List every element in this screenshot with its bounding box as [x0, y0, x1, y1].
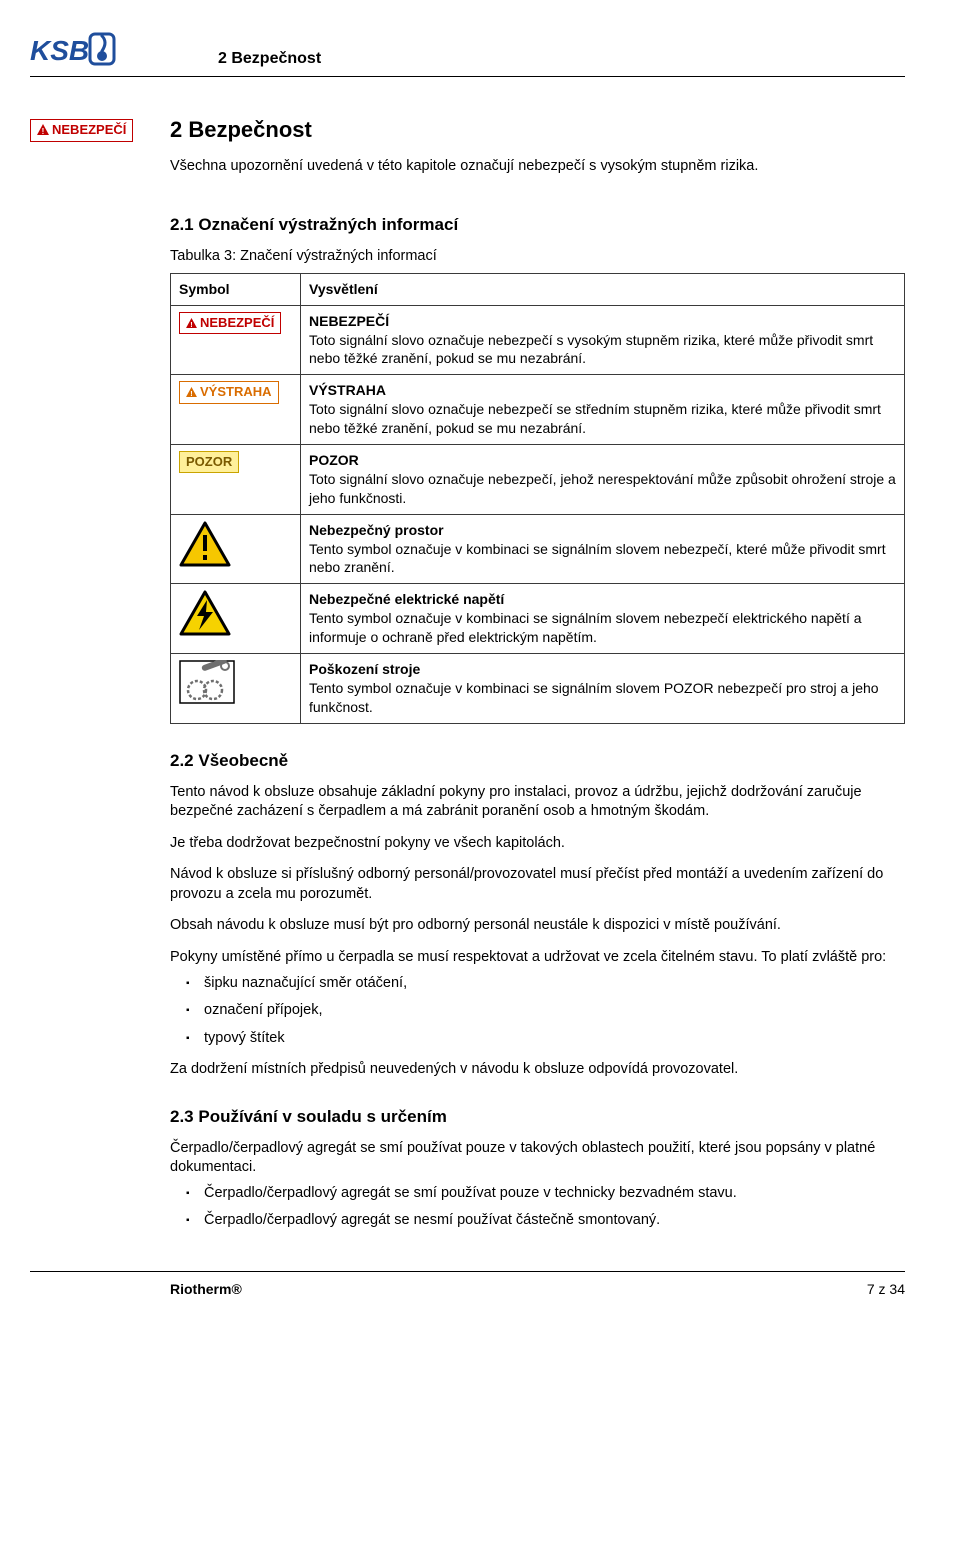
sub23-bullets: Čerpadlo/čerpadlový agregát se smí použí… — [186, 1184, 905, 1231]
sub21-title: 2.1 Označení výstražných informací — [170, 214, 905, 237]
row-title: Poškození stroje — [309, 661, 420, 677]
list-item: šipku naznačující směr otáčení, — [186, 974, 905, 994]
symbol-table: Symbol Vysvětlení !NEBEZPEČÍ NEBEZPEČÍ T… — [170, 273, 905, 724]
table-row: !VÝSTRAHA VÝSTRAHA Toto signální slovo o… — [171, 375, 905, 445]
hazard-triangle-icon — [179, 521, 231, 567]
warning-triangle-icon: ! — [186, 384, 197, 402]
row-title: VÝSTRAHA — [309, 382, 386, 398]
sub22-p5: Pokyny umístěné přímo u čerpadla se musí… — [170, 948, 905, 968]
th-symbol: Symbol — [171, 273, 301, 305]
table-row: Nebezpečný prostor Tento symbol označuje… — [171, 514, 905, 584]
sub22-p4: Obsah návodu k obsluze musí být pro odbo… — [170, 916, 905, 936]
danger-tag: !NEBEZPEČÍ — [179, 312, 281, 335]
row-desc: Toto signální slovo označuje nebezpečí, … — [309, 471, 896, 506]
table-row: !NEBEZPEČÍ NEBEZPEČÍ Toto signální slovo… — [171, 305, 905, 375]
sub22-p1: Tento návod k obsluze obsahuje základní … — [170, 783, 905, 822]
header-chapter: 2 Bezpečnost — [218, 48, 321, 70]
sub23-title: 2.3 Používání v souladu s určením — [170, 1106, 905, 1129]
page-footer: Riotherm® 7 z 34 — [30, 1271, 905, 1299]
table-row: Nebezpečné elektrické napětí Tento symbo… — [171, 584, 905, 654]
svg-text:!: ! — [190, 320, 192, 328]
svg-text:!: ! — [190, 389, 192, 397]
th-explanation: Vysvětlení — [301, 273, 905, 305]
row-desc: Toto signální slovo označuje nebezpečí s… — [309, 332, 873, 367]
table-row: POZOR POZOR Toto signální slovo označuje… — [171, 444, 905, 514]
footer-product: Riotherm® — [170, 1280, 242, 1299]
row-desc: Tento symbol označuje v kombinaci se sig… — [309, 610, 862, 645]
table-caption: Tabulka 3: Značení výstražných informací — [170, 247, 905, 267]
row-title: NEBEZPEČÍ — [309, 313, 389, 329]
warning-tag: !VÝSTRAHA — [179, 381, 279, 404]
sub22-p6: Za dodržení místních předpisů neuvedenýc… — [170, 1060, 905, 1080]
list-item: typový štítek — [186, 1029, 905, 1049]
list-item: Čerpadlo/čerpadlový agregát se smí použí… — [186, 1184, 905, 1204]
sub22-bullets: šipku naznačující směr otáčení, označení… — [186, 974, 905, 1049]
table-row: Poškození stroje Tento symbol označuje v… — [171, 654, 905, 724]
sub23-p1: Čerpadlo/čerpadlový agregát se smí použí… — [170, 1139, 905, 1178]
section-intro: Všechna upozornění uvedená v této kapito… — [170, 157, 905, 177]
caution-tag: POZOR — [179, 451, 239, 473]
svg-text:KSB: KSB — [30, 35, 89, 66]
row-desc: Tento symbol označuje v kombinaci se sig… — [309, 680, 879, 715]
page-header: KSB 2 Bezpečnost — [30, 28, 905, 77]
section-title: 2 Bezpečnost — [170, 115, 905, 145]
danger-tag: ! NEBEZPEČÍ — [30, 119, 133, 142]
list-item: označení přípojek, — [186, 1001, 905, 1021]
row-desc: Tento symbol označuje v kombinaci se sig… — [309, 541, 886, 576]
svg-text:!: ! — [42, 127, 45, 135]
warning-triangle-icon: ! — [186, 315, 197, 333]
warning-triangle-icon: ! — [37, 122, 49, 140]
row-title: Nebezpečné elektrické napětí — [309, 591, 504, 607]
ksb-logo: KSB — [30, 28, 118, 70]
sub22-title: 2.2 Všeobecně — [170, 750, 905, 773]
list-item: Čerpadlo/čerpadlový agregát se nesmí pou… — [186, 1211, 905, 1231]
sub22-p3: Návod k obsluze si příslušný odborný per… — [170, 865, 905, 904]
sub22-p2: Je třeba dodržovat bezpečnostní pokyny v… — [170, 834, 905, 854]
electric-hazard-icon — [179, 590, 231, 636]
footer-page: 7 z 34 — [867, 1280, 905, 1299]
machine-damage-icon — [179, 660, 235, 704]
row-title: Nebezpečný prostor — [309, 522, 444, 538]
row-desc: Toto signální slovo označuje nebezpečí s… — [309, 401, 881, 436]
row-title: POZOR — [309, 452, 359, 468]
